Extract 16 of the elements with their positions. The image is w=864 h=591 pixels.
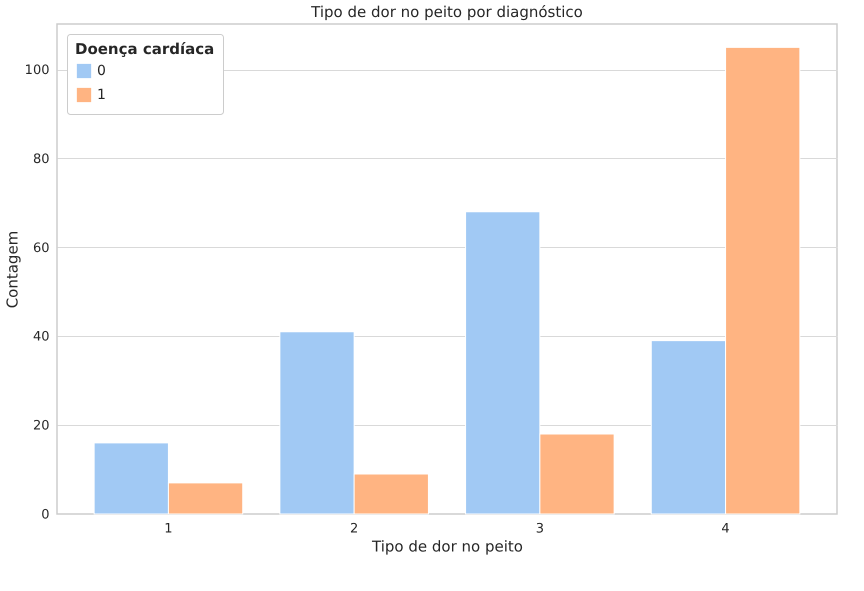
y-tick-label: 0: [41, 508, 50, 522]
x-axis-title: Tipo de dor no peito: [371, 538, 523, 556]
legend-label: 1: [97, 87, 106, 103]
y-tick-label: 80: [32, 152, 50, 167]
y-tick-label: 20: [32, 418, 50, 434]
x-tick-label: 2: [350, 522, 358, 536]
legend-title: Doença cardíaca: [75, 40, 214, 58]
y-tick-label: 100: [24, 63, 50, 78]
x-tick-label: 4: [721, 522, 730, 536]
y-tick-label: 40: [32, 330, 50, 345]
chart-title: Tipo de dor no peito por diagnóstico: [310, 3, 583, 21]
y-tick-label: 60: [32, 240, 50, 256]
x-tick-label: 1: [164, 522, 173, 536]
legend-label: 0: [97, 63, 106, 79]
x-tick-label: 3: [536, 522, 544, 536]
y-axis-title: Contagem: [4, 230, 22, 308]
